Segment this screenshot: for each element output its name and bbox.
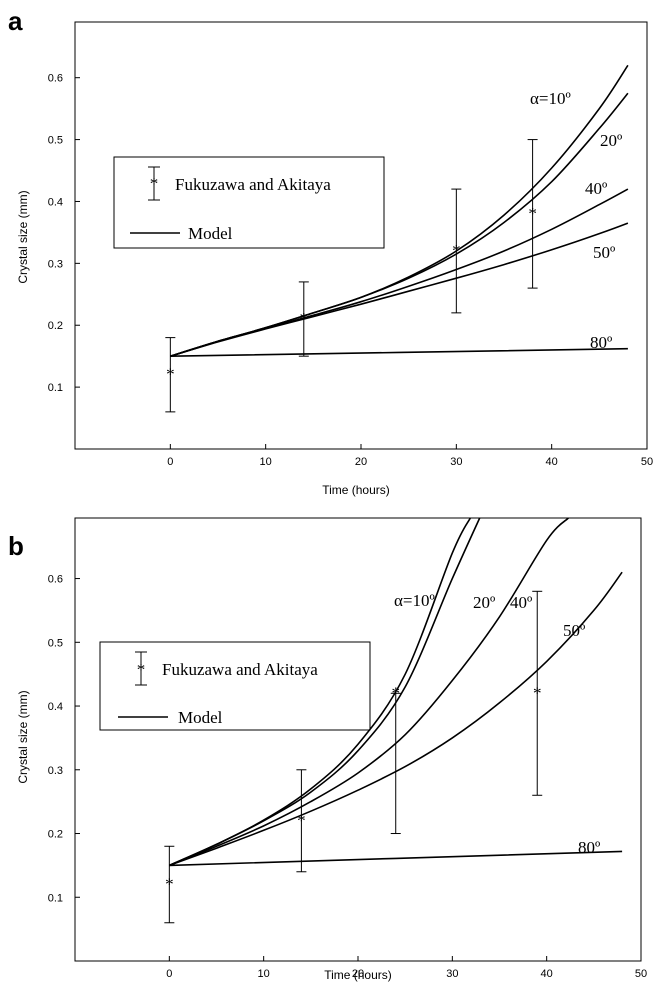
svg-text:*: * xyxy=(452,241,461,260)
panel-b-ticks xyxy=(75,578,642,961)
svg-text:*: * xyxy=(528,204,537,223)
panel-a-y-axis-title: Crystal size (mm) xyxy=(16,190,30,283)
svg-text:*: * xyxy=(166,365,175,384)
panel-b-observation-2: * xyxy=(390,683,401,835)
panel-a-legend-model-label: Model xyxy=(188,224,233,243)
panel-a-x-tick-label-0: 0 xyxy=(167,456,173,468)
panel-a-observation-1: * xyxy=(298,281,309,357)
panel-b-y-tick-labels: 0.1 0.2 0.3 0.4 0.5 0.6 xyxy=(48,574,63,905)
panel-a-observation-0: * xyxy=(165,337,176,413)
panel-a-ticks xyxy=(75,77,648,449)
panel-a: a 0 10 20 30 40 50 0.1 0.2 0.3 0.4 0.5 0.6 Time (h… xyxy=(8,6,653,497)
panel-b-y-tick-label-1: 0.2 xyxy=(48,829,63,841)
panel-a-x-tick-label-4: 40 xyxy=(546,456,558,468)
panel-a-y-tick-labels: 0.1 0.2 0.3 0.4 0.5 0.6 xyxy=(48,73,63,394)
panel-a-label-alpha10: α=10º xyxy=(530,89,571,108)
panel-a-curve-4 xyxy=(170,347,628,357)
panel-b-legend-box xyxy=(99,641,371,731)
panel-a-y-tick-label-2: 0.3 xyxy=(48,258,63,270)
panel-a-plot-frame xyxy=(74,21,648,450)
panel-b-curve-3 xyxy=(169,571,623,867)
svg-text:*: * xyxy=(165,875,174,894)
panel-a-curve-2 xyxy=(170,188,629,357)
panel-a-x-tick-label-2: 20 xyxy=(355,456,367,468)
panel-a-x-tick-labels: 0 10 20 30 40 50 xyxy=(167,456,653,468)
panel-a-y-tick-label-0: 0.1 xyxy=(48,382,63,394)
panel-a-letter: a xyxy=(8,6,23,36)
panel-b-legend-model-label: Model xyxy=(178,708,223,727)
panel-a-label-50: 50º xyxy=(593,243,615,262)
panel-a-observation-2: * xyxy=(451,188,462,314)
panel-a-x-tick-label-5: 50 xyxy=(641,456,653,468)
panel-b-curve-1 xyxy=(168,518,481,867)
panel-a-observations: * * * * xyxy=(165,139,538,413)
panel-b-x-tick-label-5: 50 xyxy=(635,968,647,980)
panel-b-x-tick-labels: 0 10 20 30 40 50 xyxy=(166,968,647,980)
panel-b-legend-observations-label: Fukuzawa and Akitaya xyxy=(162,660,318,679)
panel-b-plot-frame xyxy=(74,517,642,962)
svg-text:*: * xyxy=(533,683,542,702)
panel-b-observations: * * * * xyxy=(164,590,543,924)
panel-b: b 0 10 20 30 40 50 0.1 0.2 0.3 0.4 0.5 0.6 Time (h… xyxy=(8,517,647,982)
panel-a-x-tick-label-1: 10 xyxy=(260,456,272,468)
panel-b-y-tick-label-5: 0.6 xyxy=(48,574,63,586)
panel-b-y-tick-label-0: 0.1 xyxy=(48,892,63,904)
panel-b-curve-2 xyxy=(168,518,569,867)
panel-b-y-tick-label-3: 0.4 xyxy=(48,701,63,713)
panel-b-label-80: 80º xyxy=(578,838,600,857)
panel-b-curve-4 xyxy=(169,850,623,867)
panel-a-legend-marker: * xyxy=(150,174,159,193)
panel-a-legend-observations-label: Fukuzawa and Akitaya xyxy=(175,175,331,194)
panel-b-label-20: 20º xyxy=(473,593,495,612)
svg-text:*: * xyxy=(391,683,400,702)
panel-b-label-50: 50º xyxy=(563,621,585,640)
panel-b-curve-0 xyxy=(168,518,472,867)
panel-b-label-40: 40º xyxy=(510,593,532,612)
panel-b-observation-0: * xyxy=(164,845,175,924)
panel-b-y-axis-title: Crystal size (mm) xyxy=(16,690,30,783)
panel-b-x-axis-title: Time (hours) xyxy=(324,968,392,982)
svg-text:*: * xyxy=(297,811,306,830)
panel-b-x-tick-label-4: 40 xyxy=(541,968,553,980)
panel-a-label-80: 80º xyxy=(590,333,612,352)
panel-b-y-tick-label-2: 0.3 xyxy=(48,765,63,777)
panel-b-legend-marker: * xyxy=(137,660,146,679)
panel-a-curve-labels: α=10º 20º 40º 50º 80º xyxy=(530,89,622,352)
svg-text:*: * xyxy=(300,309,309,328)
panel-a-x-axis-title: Time (hours) xyxy=(322,483,390,497)
panel-b-x-tick-label-2: 20 xyxy=(352,968,364,980)
panel-b-y-tick-label-4: 0.5 xyxy=(48,637,63,649)
panel-a-legend-box xyxy=(113,156,385,249)
panel-a-x-tick-label-3: 30 xyxy=(450,456,462,468)
panel-b-observation-3: * xyxy=(532,590,543,796)
panel-a-label-40: 40º xyxy=(585,179,607,198)
panel-a-curve-0 xyxy=(170,64,629,357)
panel-b-observation-1: * xyxy=(296,769,307,873)
panel-b-curve-labels: α=10º 20º 40º 50º 80º xyxy=(394,591,600,857)
panel-a-y-tick-label-3: 0.4 xyxy=(48,196,63,208)
panel-a-model-curves xyxy=(170,64,629,357)
panel-b-legend: * Fukuzawa and Akitaya Model xyxy=(99,641,371,731)
panel-a-y-tick-label-1: 0.2 xyxy=(48,320,63,332)
panel-a-legend: * Fukuzawa and Akitaya Model xyxy=(113,156,385,249)
panel-a-y-tick-label-5: 0.6 xyxy=(48,73,63,85)
panel-b-x-tick-label-1: 10 xyxy=(258,968,270,980)
panel-b-model-curves xyxy=(168,518,623,867)
panel-a-label-20: 20º xyxy=(600,131,622,150)
panel-b-letter: b xyxy=(8,531,24,561)
panel-b-x-tick-label-3: 30 xyxy=(446,968,458,980)
panel-b-x-tick-label-0: 0 xyxy=(166,968,172,980)
panel-a-curve-3 xyxy=(170,222,629,357)
panel-a-y-tick-label-4: 0.5 xyxy=(48,135,63,147)
panel-b-label-alpha10: α=10º xyxy=(394,591,435,610)
panel-a-observation-3: * xyxy=(527,139,538,289)
